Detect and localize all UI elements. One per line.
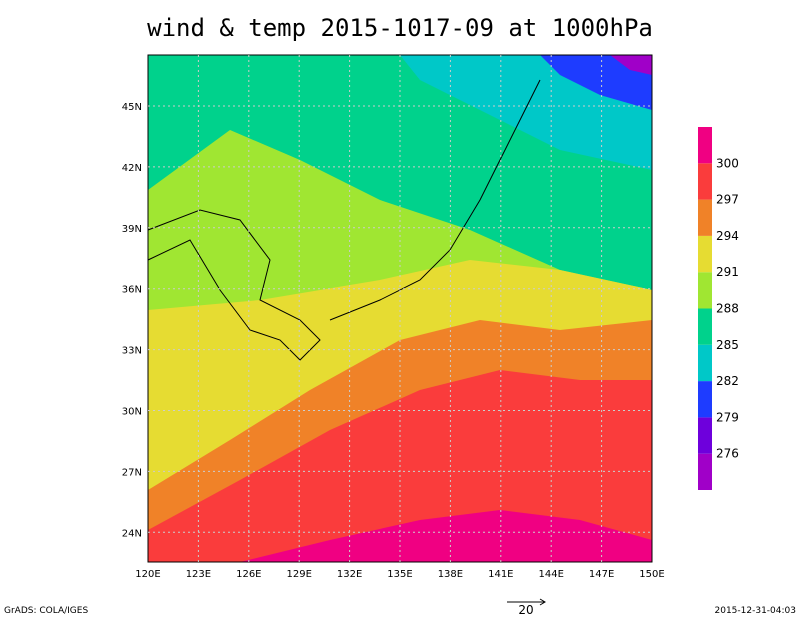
- title: wind & temp 2015-1017-09 at 1000hPa: [147, 14, 653, 42]
- colorbar-label: 297: [716, 193, 739, 207]
- lon-label: 135E: [387, 569, 412, 580]
- colorbar-segment: [698, 381, 712, 418]
- lon-label: 132E: [337, 569, 362, 580]
- colorbar-segment: [698, 308, 712, 345]
- lon-label: 147E: [589, 569, 614, 580]
- colorbar-label: 279: [716, 410, 739, 424]
- lat-label: 24N: [122, 528, 142, 539]
- lat-label: 39N: [122, 224, 142, 235]
- colorbar-label: 276: [716, 447, 739, 461]
- colorbar-segment: [698, 199, 712, 236]
- colorbar-label: 300: [716, 156, 739, 170]
- lon-label: 138E: [438, 569, 463, 580]
- lat-label: 45N: [122, 102, 142, 113]
- reference-label: 20: [518, 603, 533, 617]
- lon-label: 123E: [186, 569, 211, 580]
- lat-label: 33N: [122, 346, 142, 357]
- colorbar-segment: [698, 417, 712, 454]
- colorbar-segment: [698, 235, 712, 273]
- colorbar-label: 285: [716, 338, 739, 352]
- colorbar-label: 291: [716, 265, 739, 279]
- colorbar-segment: [698, 344, 712, 382]
- reference-arrow-head: [539, 598, 546, 606]
- coastline: [329, 79, 541, 321]
- lon-label: 120E: [135, 569, 160, 580]
- lon-label: 141E: [488, 569, 513, 580]
- footer-right: 2015-12-31-04:03: [715, 606, 797, 616]
- lat-label: 36N: [122, 285, 142, 296]
- colorbar-label: 282: [716, 374, 739, 388]
- lat-label: 27N: [122, 467, 142, 478]
- footer-left: GrADS: COLA/IGES: [4, 606, 88, 616]
- colorbar-segment: [698, 453, 712, 490]
- coastline: [147, 209, 321, 361]
- colorbar-label: 294: [716, 229, 739, 243]
- lat-label: 30N: [122, 407, 142, 418]
- colorbar-segment: [698, 272, 712, 309]
- zone: [610, 55, 652, 75]
- lon-label: 129E: [286, 569, 311, 580]
- grid: 120E 123E 126E 129E 132E 135E 138E 141E 144E 147E…: [122, 55, 665, 580]
- lon-label: 150E: [639, 569, 664, 580]
- lon-label: 144E: [538, 569, 563, 580]
- colorbar-segment: [698, 127, 712, 164]
- colorbar-label: 288: [716, 302, 739, 316]
- zone: [540, 55, 652, 110]
- zone: [240, 510, 652, 562]
- lat-label: 42N: [122, 163, 142, 174]
- lon-label: 126E: [236, 569, 261, 580]
- colorbar: 276 279 282 285 288 291 294 297 300: [698, 127, 739, 490]
- colorbar-segment: [698, 163, 712, 200]
